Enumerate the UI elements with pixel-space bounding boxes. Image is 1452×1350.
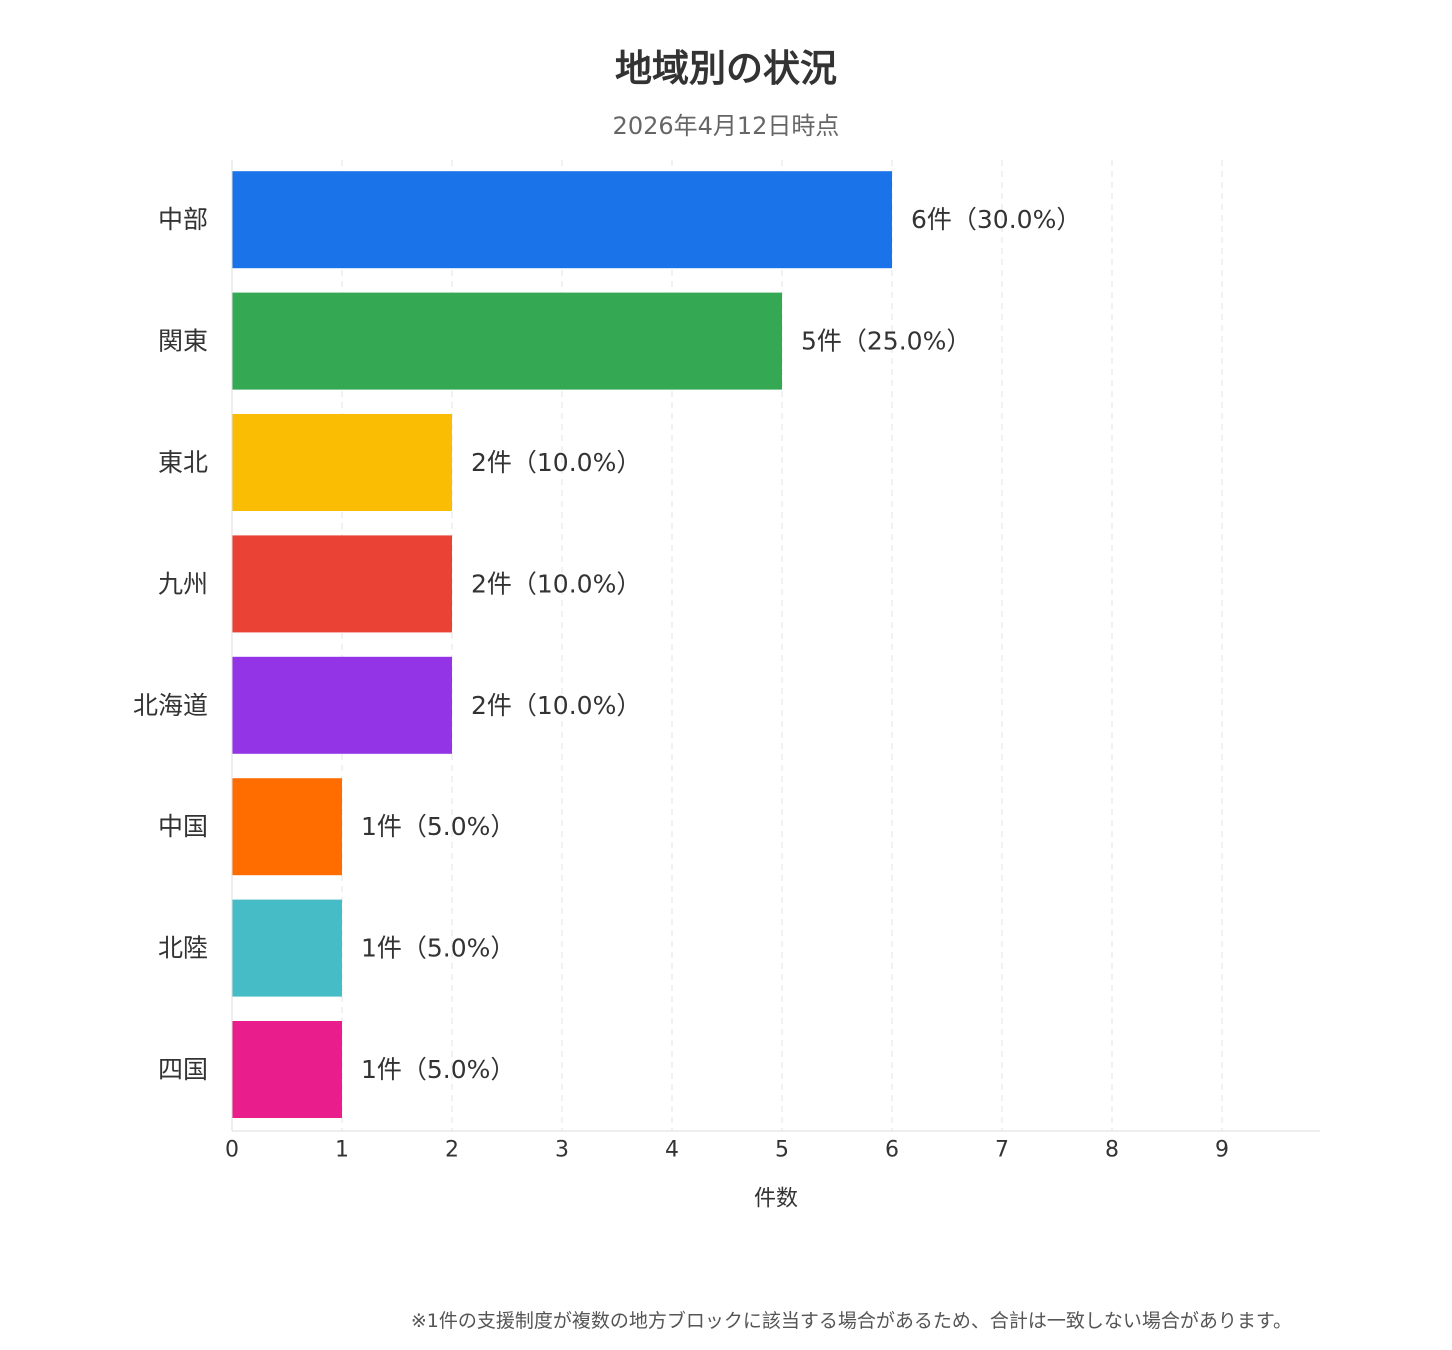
data-label: 6件（30.0%） (911, 205, 1081, 234)
x-tick-label: 0 (225, 1138, 239, 1163)
data-label: 5件（25.0%） (801, 327, 971, 356)
bar[interactable] (232, 292, 782, 390)
bar[interactable] (232, 414, 452, 511)
x-tick-label: 6 (885, 1138, 899, 1163)
category-label: 四国 (158, 1055, 208, 1084)
bar[interactable] (232, 171, 892, 269)
x-tick-label: 3 (555, 1138, 569, 1163)
x-tick-label: 8 (1105, 1138, 1119, 1163)
data-label: 1件（5.0%） (361, 1055, 515, 1084)
x-tick-label: 9 (1215, 1138, 1229, 1163)
data-label: 2件（10.0%） (471, 448, 641, 477)
x-tick-label: 7 (995, 1138, 1009, 1163)
x-tick-label: 4 (665, 1138, 679, 1163)
bars-layer (232, 171, 892, 1118)
category-label: 九州 (158, 569, 208, 598)
labels-layer: 中部 6件（30.0%） 関東 5件（25.0%） 東北 2件（10.0%） 九州 2件（10… (133, 205, 1081, 1084)
bar[interactable] (232, 656, 452, 754)
x-axis-title: 件数 (754, 1187, 798, 1212)
data-label: 1件（5.0%） (361, 812, 515, 841)
data-label: 2件（10.0%） (471, 691, 641, 720)
bar[interactable] (232, 1021, 342, 1118)
category-label: 関東 (158, 327, 208, 356)
chart-subtitle: 2026年4月12日時点 (612, 112, 840, 140)
bar[interactable] (232, 778, 342, 876)
grid-layer (341, 160, 1223, 1131)
category-label: 北海道 (133, 691, 208, 720)
axis-layer: 0 1 2 3 4 5 6 7 8 9 件数 (225, 160, 1320, 1212)
category-label: 中国 (158, 812, 208, 841)
x-tick-label: 2 (445, 1138, 459, 1163)
bar[interactable] (232, 899, 342, 997)
data-label: 2件（10.0%） (471, 569, 641, 598)
x-tick-label: 1 (335, 1138, 349, 1163)
category-label: 北陸 (158, 934, 208, 963)
x-tick-label: 5 (775, 1138, 789, 1163)
chart-title: 地域別の状況 (615, 47, 837, 90)
category-label: 中部 (158, 205, 208, 234)
bar-chart: 中部 6件（30.0%） 関東 5件（25.0%） 東北 2件（10.0%） 九州 2件（10… (133, 160, 1320, 1212)
data-label: 1件（5.0%） (361, 934, 515, 963)
category-label: 東北 (158, 448, 208, 477)
bar[interactable] (232, 535, 452, 633)
footnote: ※1件の支援制度が複数の地方ブロックに該当する場合があるため、合計は一致しない場… (410, 1310, 1292, 1332)
